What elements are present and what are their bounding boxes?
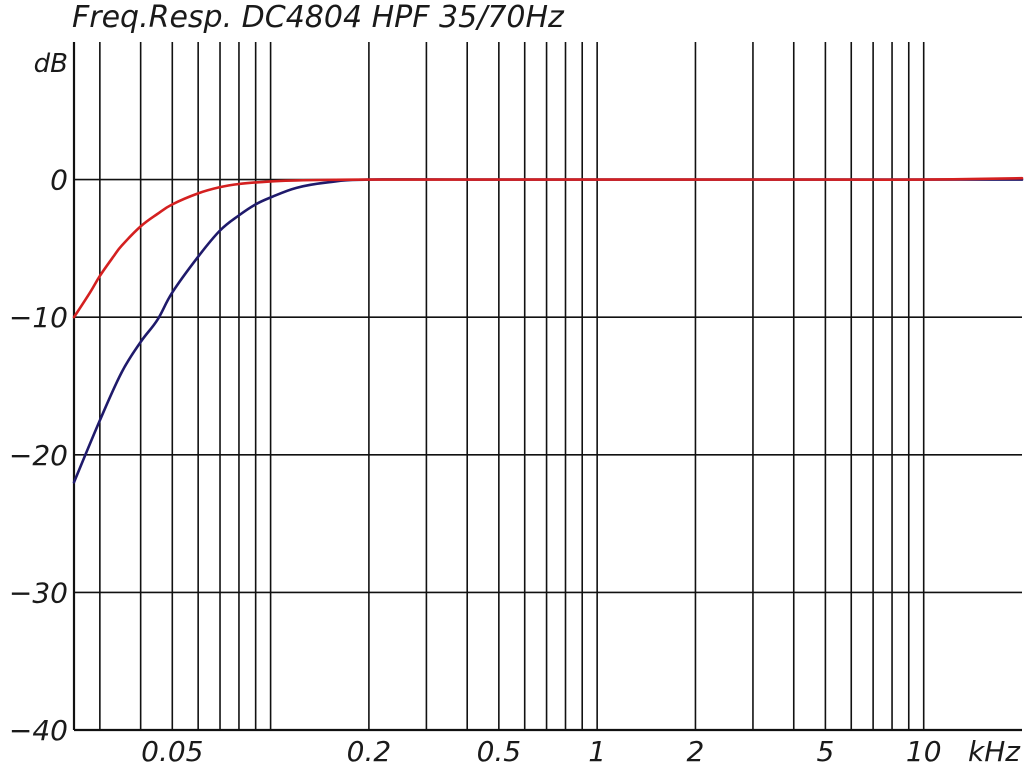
x-axis-unit-label: kHz xyxy=(968,735,1021,765)
x-tick-label-6: 10 xyxy=(906,735,942,765)
x-tick-label-0: 0.05 xyxy=(141,735,203,765)
chart-title: Freq.Resp. DC4804 HPF 35/70Hz xyxy=(72,0,565,35)
x-tick-label-1: 0.2 xyxy=(347,735,392,765)
y-tick-label-4: −40 xyxy=(9,714,68,747)
y-tick-label-1: −10 xyxy=(9,301,68,334)
y-tick-label-3: −30 xyxy=(9,576,68,609)
x-tick-label-2: 0.5 xyxy=(477,735,522,765)
grid-lines xyxy=(72,42,1022,732)
series-layer xyxy=(72,176,1024,484)
x-tick-label-4: 2 xyxy=(687,735,705,765)
x-tick-label-3: 1 xyxy=(588,735,606,765)
y-axis-unit-label: dB xyxy=(34,49,68,79)
y-tick-label-2: −20 xyxy=(9,439,68,472)
series-line-0 xyxy=(72,176,1024,319)
y-tick-label-0: 0 xyxy=(50,164,68,197)
x-tick-label-5: 5 xyxy=(816,735,834,765)
series-line-1 xyxy=(72,178,1024,484)
